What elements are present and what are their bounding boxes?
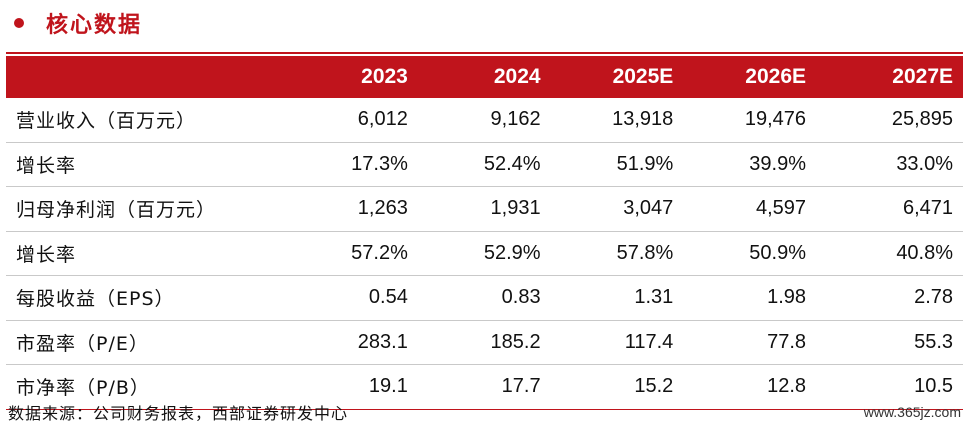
header-year-2024: 2024 <box>493 65 541 88</box>
top-rule <box>6 52 963 54</box>
table-cell: 9,162 <box>490 108 541 131</box>
row-label: 增长率 <box>16 154 77 177</box>
row-label: 市净率（P/B） <box>16 377 150 400</box>
table-cell: 1,931 <box>490 197 541 220</box>
section-header: 核心数据 <box>8 6 142 40</box>
table-cell: 51.9% <box>616 152 674 175</box>
table-cell: 117.4 <box>624 330 674 353</box>
table-row-net-profit-growth: 增长率 57.2% 52.9% 57.8% 50.9% 40.8% <box>6 232 963 276</box>
table-cell: 33.0% <box>896 152 954 175</box>
row-label: 每股收益（EPS） <box>16 288 175 311</box>
table-cell: 0.54 <box>368 286 408 309</box>
table-cell: 1.98 <box>767 286 807 309</box>
section-title: 核心数据 <box>46 12 143 38</box>
financial-table: 2023 2024 2025E 2026E 2027E 营业收入（百万元） 6,… <box>6 56 963 410</box>
table-cell: 40.8% <box>896 241 954 264</box>
table-row-revenue: 营业收入（百万元） 6,012 9,162 13,918 19,476 25,8… <box>6 98 963 143</box>
table-cell: 10.5 <box>914 375 954 398</box>
table-row-pe: 市盈率（P/E） 283.1 185.2 117.4 77.8 55.3 <box>6 321 963 365</box>
table-cell: 17.7 <box>501 375 541 398</box>
table-row-net-profit: 归母净利润（百万元） 1,263 1,931 3,047 4,597 6,471 <box>6 187 963 232</box>
row-label: 营业收入（百万元） <box>16 110 197 133</box>
table-cell: 2.78 <box>914 286 954 309</box>
footer: 数据来源：公司财务报表，西部证券研发中心 www.365jz.com <box>8 398 961 426</box>
table-cell: 1.31 <box>634 286 674 309</box>
table-row-pb: 市净率（P/B） 19.1 17.7 15.2 12.8 10.5 <box>6 365 963 410</box>
table-row-eps: 每股收益（EPS） 0.54 0.83 1.31 1.98 2.78 <box>6 276 963 321</box>
table-row-revenue-growth: 增长率 17.3% 52.4% 51.9% 39.9% 33.0% <box>6 143 963 187</box>
table-cell: 52.4% <box>483 152 541 175</box>
header-year-2027e: 2027E <box>892 65 954 88</box>
table-cell: 19,476 <box>744 108 807 131</box>
table-cell: 17.3% <box>351 152 408 175</box>
table-cell: 6,012 <box>357 108 408 131</box>
table-cell: 77.8 <box>767 330 807 353</box>
table-cell: 185.2 <box>490 330 541 353</box>
table-cell: 15.2 <box>634 375 674 398</box>
row-label: 市盈率（P/E） <box>16 332 149 355</box>
table-cell: 57.2% <box>351 241 408 264</box>
table-cell: 25,895 <box>891 108 954 131</box>
watermark: www.365jz.com <box>863 404 961 420</box>
row-label: 增长率 <box>16 243 77 266</box>
table-cell: 39.9% <box>749 152 807 175</box>
table-cell: 19.1 <box>368 375 408 398</box>
bullet-icon <box>14 18 24 28</box>
table-cell: 6,471 <box>902 197 954 220</box>
table-cell: 283.1 <box>357 330 408 353</box>
table-cell: 4,597 <box>755 197 807 220</box>
table-cell: 13,918 <box>612 108 674 131</box>
header-year-2023: 2023 <box>361 65 408 88</box>
table-cell: 3,047 <box>623 197 674 220</box>
table-cell: 0.83 <box>501 286 541 309</box>
row-label: 归母净利润（百万元） <box>16 199 217 222</box>
header-year-2026e: 2026E <box>745 65 807 88</box>
table-cell: 50.9% <box>749 241 807 264</box>
table-header-row: 2023 2024 2025E 2026E 2027E <box>6 56 963 98</box>
table-cell: 55.3 <box>914 330 954 353</box>
table-cell: 52.9% <box>483 241 541 264</box>
table-cell: 12.8 <box>767 375 807 398</box>
data-source-note: 数据来源：公司财务报表，西部证券研发中心 <box>8 404 349 423</box>
table-cell: 57.8% <box>616 241 674 264</box>
table-cell: 1,263 <box>357 197 408 220</box>
header-year-2025e: 2025E <box>612 65 674 88</box>
